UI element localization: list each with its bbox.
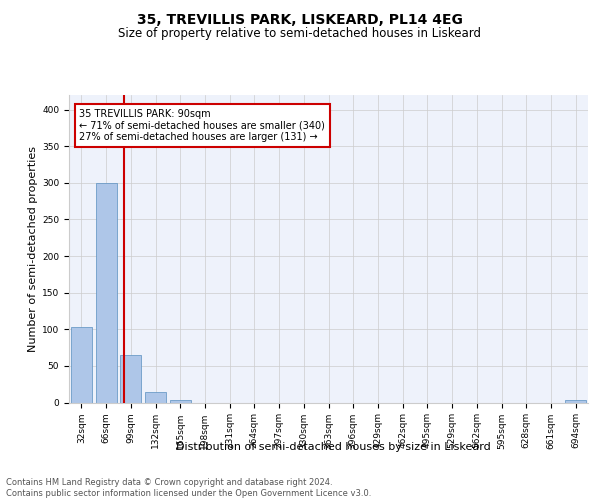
Text: Distribution of semi-detached houses by size in Liskeard: Distribution of semi-detached houses by … <box>176 442 490 452</box>
Bar <box>170 400 191 402</box>
Bar <box>95 183 116 402</box>
Text: 35 TREVILLIS PARK: 90sqm
← 71% of semi-detached houses are smaller (340)
27% of : 35 TREVILLIS PARK: 90sqm ← 71% of semi-d… <box>79 109 325 142</box>
Bar <box>71 327 92 402</box>
Y-axis label: Number of semi-detached properties: Number of semi-detached properties <box>28 146 38 352</box>
Bar <box>120 355 141 403</box>
Text: Size of property relative to semi-detached houses in Liskeard: Size of property relative to semi-detach… <box>119 28 482 40</box>
Text: 35, TREVILLIS PARK, LISKEARD, PL14 4EG: 35, TREVILLIS PARK, LISKEARD, PL14 4EG <box>137 12 463 26</box>
Text: Contains HM Land Registry data © Crown copyright and database right 2024.
Contai: Contains HM Land Registry data © Crown c… <box>6 478 371 498</box>
Bar <box>565 400 586 402</box>
Bar <box>145 392 166 402</box>
